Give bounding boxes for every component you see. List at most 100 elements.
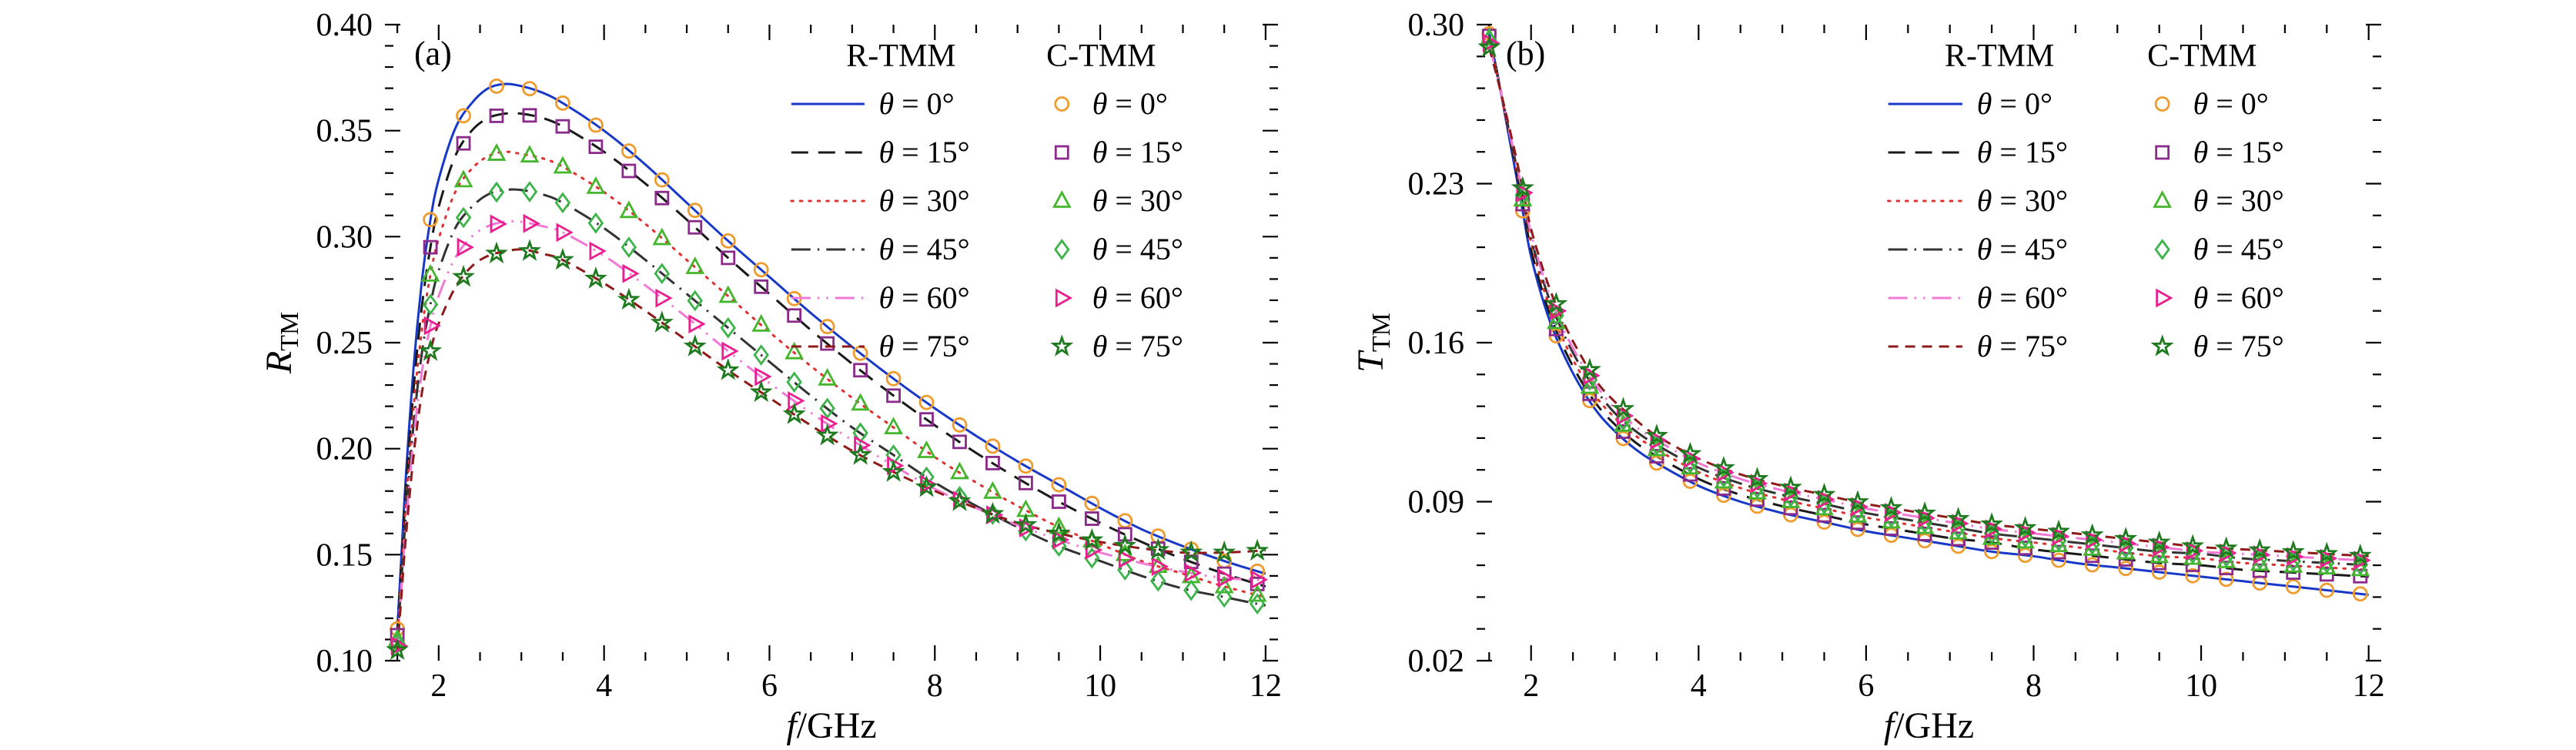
legend-label-rtmm-3: θ = 45° <box>1977 232 2068 266</box>
square-marker <box>2155 145 2170 160</box>
panel-a-ylabel: RTM <box>259 312 304 374</box>
star-marker <box>1611 397 1635 419</box>
panel-b-xlabel: f/GHz <box>1884 705 1974 746</box>
star-marker <box>2013 515 2037 538</box>
star-marker <box>617 287 641 310</box>
diamond-marker <box>720 316 736 339</box>
star-marker <box>650 310 674 333</box>
triangle-right-marker <box>721 341 739 361</box>
diamond-marker <box>621 236 637 258</box>
triangle-up-marker <box>818 367 837 386</box>
square-marker <box>919 412 934 427</box>
svg-text:12: 12 <box>2353 668 2385 704</box>
square-marker <box>555 119 570 134</box>
legend-label-ctmm-5: θ = 75° <box>1092 329 1183 363</box>
circle-marker <box>489 78 504 94</box>
triangle-up-marker <box>884 417 903 435</box>
triangle-up-marker <box>685 256 705 274</box>
legend-label-ctmm-5: θ = 75° <box>2193 329 2284 363</box>
star-marker <box>1510 176 1534 199</box>
panel-b-plot: 2 4 6 8 10 12 0.02 0.09 0.16 0.23 0.30 f/GHz TTM (b) R… <box>1288 0 2576 750</box>
star-marker <box>2181 534 2205 557</box>
svg-text:6: 6 <box>761 668 778 704</box>
star-marker <box>848 443 872 465</box>
circle-marker <box>555 95 570 111</box>
panel-b-ytick-labels: 0.02 0.09 0.16 0.23 0.30 <box>1408 8 1465 679</box>
panel-b-series-markers-5 <box>1477 35 2372 566</box>
circle-marker <box>2218 571 2234 588</box>
diamond-marker <box>2154 239 2170 260</box>
panel-a-series-line-2 <box>396 150 1267 641</box>
diamond-marker <box>488 181 505 203</box>
triangle-right-marker <box>490 214 507 234</box>
triangle-right-marker <box>1055 288 1073 308</box>
triangle-right-marker <box>1118 549 1136 569</box>
triangle-up-marker <box>718 285 738 303</box>
legend-label-ctmm-0: θ = 0° <box>2193 86 2269 121</box>
circle-marker <box>2319 582 2335 598</box>
triangle-up-marker <box>487 143 507 161</box>
circle-marker <box>2154 96 2170 112</box>
panel-b-axes <box>1477 23 2381 662</box>
triangle-up-marker <box>950 461 969 480</box>
triangle-right-marker <box>754 367 772 387</box>
circle-marker <box>2352 586 2368 602</box>
svg-text:0.20: 0.20 <box>316 432 373 467</box>
circle-marker <box>1950 538 1966 554</box>
star-marker <box>2348 543 2372 566</box>
svg-text:0.25: 0.25 <box>316 326 373 361</box>
diamond-marker <box>521 181 538 203</box>
panel-b-tag: (b) <box>1506 35 1545 72</box>
star-marker <box>1745 467 1769 489</box>
diamond-marker <box>1216 586 1233 608</box>
svg-text:12: 12 <box>1250 668 1282 704</box>
star-marker <box>882 460 905 482</box>
square-marker <box>456 136 471 151</box>
svg-text:4: 4 <box>596 668 612 704</box>
panel-a-series-markers-5 <box>386 239 1270 660</box>
square-marker <box>1054 145 1069 160</box>
star-marker <box>1080 527 1104 551</box>
star-marker <box>915 475 938 497</box>
legend-label-rtmm-1: θ = 15° <box>1977 135 2068 169</box>
star-marker <box>2248 537 2272 561</box>
legend-header-ctmm: C-TMM <box>2147 39 2257 74</box>
triangle-up-marker <box>751 313 771 332</box>
square-marker <box>654 190 670 206</box>
triangle-up-marker <box>1547 311 1566 330</box>
panel-b-xtick-labels: 2 4 6 8 10 12 <box>1523 668 2384 704</box>
triangle-right-marker <box>457 237 474 257</box>
star-marker <box>1047 521 1071 544</box>
square-marker <box>820 336 835 351</box>
star-marker <box>1678 441 1702 464</box>
square-marker <box>886 388 901 403</box>
circle-marker <box>2051 552 2067 568</box>
legend-label-rtmm-4: θ = 60° <box>1977 280 2068 315</box>
triangle-right-marker <box>589 241 607 261</box>
triangle-right-marker <box>556 223 574 243</box>
diamond-marker <box>819 397 835 420</box>
svg-text:0.40: 0.40 <box>316 8 373 43</box>
diamond-marker <box>455 206 472 229</box>
legend-label-ctmm-3: θ = 45° <box>2193 232 2284 266</box>
triangle-up-marker <box>652 227 672 246</box>
square-marker <box>588 139 604 154</box>
circle-marker <box>1084 495 1100 511</box>
svg-text:2: 2 <box>1523 668 1539 704</box>
star-marker <box>550 247 575 270</box>
square-marker <box>522 108 537 123</box>
star-marker <box>2047 519 2071 542</box>
star-marker <box>418 339 443 361</box>
diamond-marker <box>587 212 604 234</box>
svg-text:0.09: 0.09 <box>1408 485 1465 521</box>
circle-marker <box>1054 96 1070 112</box>
panel-a-series-line-0 <box>396 82 1266 629</box>
diamond-marker <box>1054 239 1070 260</box>
panel-a-xtick-labels: 2 4 6 8 10 12 <box>430 668 1282 704</box>
legend-label-rtmm-2: θ = 30° <box>878 183 969 218</box>
star-marker <box>1477 35 1501 58</box>
diamond-marker <box>422 293 439 316</box>
svg-text:0.35: 0.35 <box>316 114 373 149</box>
star-marker <box>1544 292 1568 314</box>
